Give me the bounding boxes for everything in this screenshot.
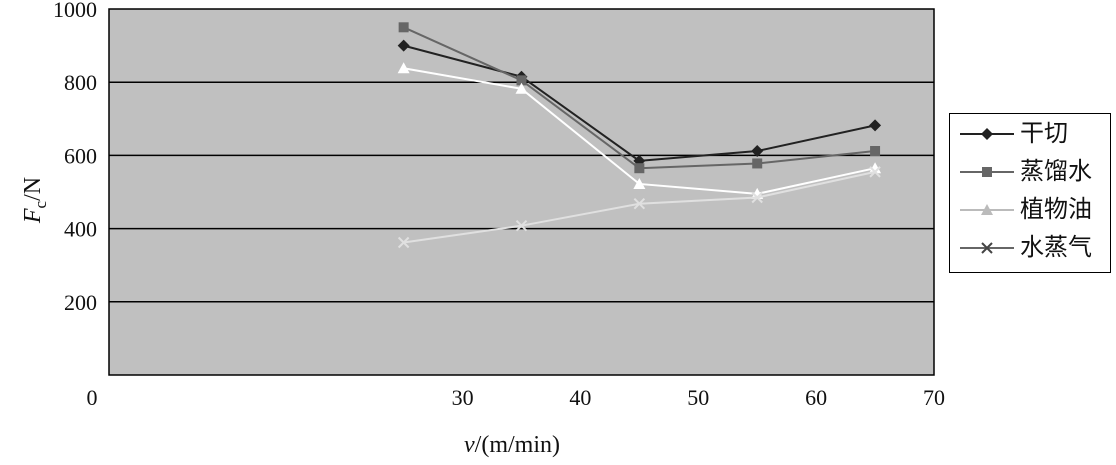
legend-swatch-square (960, 167, 1014, 177)
data-point (397, 39, 410, 52)
series-3 (397, 62, 882, 199)
y-tick-label: 800 (64, 70, 97, 95)
data-point (870, 146, 881, 157)
y-axis-title-main: F (20, 208, 46, 224)
y-tick-label: 600 (64, 143, 97, 168)
data-point (633, 198, 646, 210)
series-4 (397, 166, 881, 249)
data-point (397, 62, 410, 74)
data-point (398, 22, 409, 33)
data-point (752, 158, 763, 169)
legend-label: 蒸馏水 (1020, 157, 1092, 185)
legend-label: 植物油 (1020, 195, 1092, 223)
y-tick-labels: 200 400 600 800 1000 (53, 0, 97, 315)
x-tick-label: 30 (452, 385, 474, 410)
legend-item-series-4: 水蒸气 (950, 231, 1110, 265)
data-point (869, 166, 881, 178)
series-layer (397, 22, 882, 249)
legend-item-series-2: 蒸馏水 (950, 155, 1110, 189)
x-tick-label: 40 (569, 385, 591, 410)
data-point (516, 75, 527, 86)
x-axis-title-var: v (464, 432, 475, 458)
x-tick-labels: 0 30 40 50 60 70 (87, 385, 946, 410)
x-axis-title-unit: /(m/min) (475, 432, 560, 458)
legend-swatch-diamond (960, 128, 1014, 140)
plot-area (108, 8, 935, 376)
data-point (515, 82, 528, 94)
legend-item-series-1: 干切 (950, 117, 1110, 151)
x-tick-label: 60 (805, 385, 827, 410)
data-point (869, 162, 882, 174)
data-point (633, 177, 646, 189)
legend-swatch-x (960, 242, 1014, 254)
data-point (751, 191, 763, 204)
series-2 (398, 22, 881, 174)
legend-item-series-3: 植物油 (950, 193, 1110, 227)
x-axis-title: v/(m/min) (464, 432, 560, 458)
legend-label: 干切 (1020, 119, 1068, 147)
legend: 干切 蒸馏水 植物油 水蒸气 (949, 113, 1111, 273)
x-tick-label: 0 (87, 385, 98, 410)
data-point (869, 119, 882, 132)
y-axis-title-sub: c (31, 200, 50, 208)
data-point (397, 236, 410, 249)
data-point (751, 145, 764, 158)
y-tick-label: 400 (64, 217, 97, 242)
x-tick-label: 70 (923, 385, 945, 410)
y-axis-title-unit: /N (20, 177, 46, 201)
y-tick-label: 200 (64, 290, 97, 315)
y-axis-title: Fc/N (20, 177, 50, 224)
data-point (515, 219, 528, 232)
data-point (634, 163, 645, 174)
legend-label: 水蒸气 (1020, 233, 1092, 261)
legend-swatch-triangle (960, 204, 1014, 215)
y-tick-label: 1000 (53, 0, 97, 22)
x-tick-label: 50 (687, 385, 709, 410)
